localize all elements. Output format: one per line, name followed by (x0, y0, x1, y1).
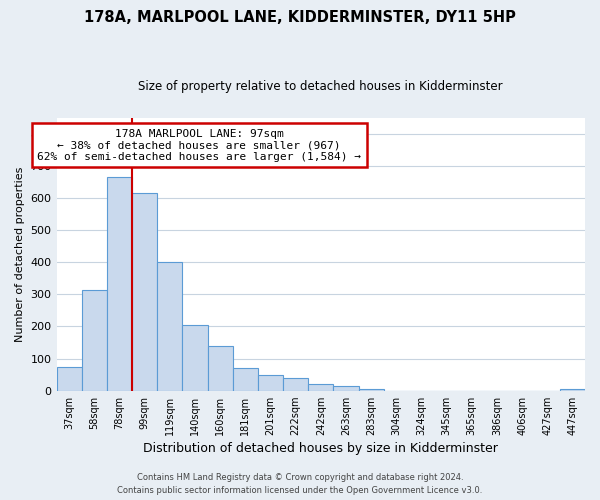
Bar (182, 325, 208, 390)
Bar (82, 290, 107, 390)
Y-axis label: Number of detached properties: Number of detached properties (15, 166, 25, 342)
Bar (233, 368, 258, 390)
Bar (334, 386, 359, 390)
Text: Contains HM Land Registry data © Crown copyright and database right 2024.
Contai: Contains HM Land Registry data © Crown c… (118, 474, 482, 495)
Bar (560, 389, 585, 390)
Bar (107, 176, 132, 390)
Title: Size of property relative to detached houses in Kidderminster: Size of property relative to detached ho… (139, 80, 503, 93)
Text: 178A MARLPOOL LANE: 97sqm
← 38% of detached houses are smaller (967)
62% of semi: 178A MARLPOOL LANE: 97sqm ← 38% of detac… (37, 128, 361, 162)
Text: 178A, MARLPOOL LANE, KIDDERMINSTER, DY11 5HP: 178A, MARLPOOL LANE, KIDDERMINSTER, DY11… (84, 10, 516, 25)
Bar (258, 376, 283, 390)
Bar (132, 193, 157, 390)
X-axis label: Distribution of detached houses by size in Kidderminster: Distribution of detached houses by size … (143, 442, 498, 455)
Bar (308, 384, 334, 390)
Bar (208, 346, 233, 391)
Bar (157, 262, 182, 390)
Bar (56, 366, 82, 390)
Bar (283, 378, 308, 390)
Bar (359, 389, 383, 390)
